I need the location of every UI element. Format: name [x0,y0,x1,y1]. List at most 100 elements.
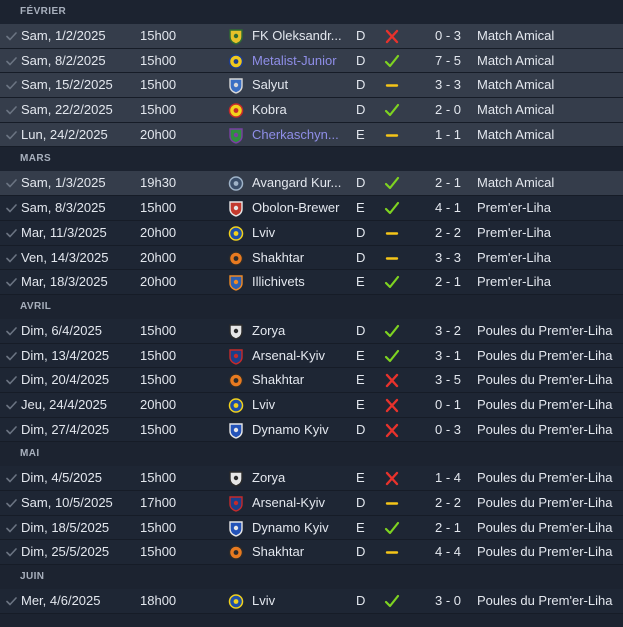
match-score[interactable]: 2 - 1 [434,175,461,191]
opponent-name[interactable]: Shakhtar [252,372,305,388]
month-header: MARS [0,147,623,172]
opponent-name[interactable]: Avangard Kur... [252,175,342,191]
checkmark-icon [6,368,18,392]
match-time: 20h00 [140,249,177,265]
match-venue: D [356,77,366,93]
loss-cross-icon [384,24,400,48]
match-score[interactable]: 2 - 1 [434,519,461,535]
match-venue: E [356,274,365,290]
opponent-name[interactable]: Zorya [252,322,286,338]
match-venue: D [356,495,366,510]
competition-name: Prem'er-Liha [477,200,552,216]
crest-shakhtar-icon [228,368,244,392]
win-check-icon [384,49,400,73]
opponent-name[interactable]: Shakhtar [252,544,305,560]
match-row[interactable]: Mer, 4/6/2025 18h00 Lviv D 3 - 0 Poules du Pr… [0,589,623,614]
crest-arsenal-kyiv-icon [228,344,244,368]
opponent-name[interactable]: Dynamo Kyiv [252,519,329,535]
match-row[interactable]: Dim, 18/5/2025 15h00 Dynamo Kyiv E 2 - 1 Poul… [0,515,623,541]
match-row[interactable]: Jeu, 24/4/2025 20h00 Lviv E 0 - 1 Poules du P… [0,392,623,418]
match-date: Sam, 15/2/2025 [21,77,113,93]
match-score[interactable]: 3 - 0 [434,593,461,609]
match-row[interactable]: Dim, 27/4/2025 15h00 Dynamo Kyiv D 0 - 3 Poul… [0,417,623,443]
win-check-icon [384,344,400,368]
match-score[interactable]: 2 - 0 [434,102,461,118]
match-score[interactable]: 1 - 4 [434,470,461,486]
win-check-icon [384,319,400,343]
checkmark-icon [6,171,18,195]
opponent-name[interactable]: Lviv [252,593,276,609]
opponent-name[interactable]: Obolon-Brewer [252,200,340,216]
match-score[interactable]: 4 - 1 [434,200,461,216]
checkmark-icon [6,418,18,442]
month-header: JUIN [0,565,623,590]
opponent-name[interactable]: FK Oleksandr... [252,28,342,43]
match-score[interactable]: 3 - 3 [434,249,461,265]
opponent-name[interactable]: Kobra [252,102,287,118]
opponent-name[interactable]: Illichivets [252,274,305,290]
match-score[interactable]: 3 - 2 [434,322,461,338]
match-date: Ven, 14/3/2025 [21,249,109,265]
opponent-name[interactable]: Arsenal-Kyiv [252,495,325,510]
match-score[interactable]: 0 - 3 [434,421,461,437]
match-row[interactable]: Sam, 1/2/2025 15h00 FK Oleksandr... D 0 - 3 M… [0,24,623,49]
match-score[interactable]: 2 - 2 [434,495,461,510]
match-score[interactable]: 7 - 5 [434,52,461,68]
match-row[interactable]: Ven, 14/3/2025 20h00 Shakhtar D 3 - 3 Prem'er… [0,245,623,271]
match-venue: E [356,200,365,216]
match-date: Dim, 27/4/2025 [21,421,110,437]
match-score[interactable]: 0 - 1 [434,396,461,412]
match-row[interactable]: Sam, 8/3/2025 15h00 Obolon-Brewer E 4 - 1 Pre… [0,196,623,221]
match-time: 15h00 [140,77,177,93]
match-row[interactable]: Mar, 18/3/2025 20h00 Illichivets E 2 - 1 Prem… [0,270,623,295]
match-score[interactable]: 3 - 3 [434,77,461,93]
match-score[interactable]: 2 - 2 [434,224,461,240]
match-date: Mar, 18/3/2025 [21,274,108,290]
competition-name: Prem'er-Liha [477,224,552,240]
match-row[interactable]: Sam, 1/3/2025 19h30 Avangard Kur... D 2 - 1 M… [0,171,623,197]
match-row[interactable]: Dim, 20/4/2025 15h00 Shakhtar E 3 - 5 Poules … [0,368,623,393]
crest-dynamo-kyiv-icon [228,516,244,540]
match-score[interactable]: 1 - 1 [434,126,461,142]
opponent-name[interactable]: Shakhtar [252,249,305,265]
opponent-name[interactable]: Salyut [252,77,289,93]
loss-cross-icon [384,368,400,392]
opponent-name[interactable]: Dynamo Kyiv [252,421,329,437]
match-row[interactable]: Sam, 22/2/2025 15h00 Kobra D 2 - 0 Match Amic… [0,98,623,123]
match-score[interactable]: 4 - 4 [434,544,461,560]
match-row[interactable]: Sam, 10/5/2025 17h00 Arsenal-Kyiv D 2 - 2 Pou… [0,491,623,516]
match-row[interactable]: Dim, 4/5/2025 15h00 Zorya E 1 - 4 Poules du P… [0,466,623,491]
match-score[interactable]: 0 - 3 [434,28,461,43]
match-score[interactable]: 3 - 5 [434,372,461,388]
match-row[interactable]: Sam, 15/2/2025 15h00 Salyut D 3 - 3 Match Ami… [0,73,623,99]
match-row[interactable]: Lun, 24/2/2025 20h00 Cherkaschyn... E 1 - 1 M… [0,122,623,148]
opponent-name[interactable]: Lviv [252,396,276,412]
match-date: Mar, 11/3/2025 [21,224,107,240]
match-venue: E [356,347,365,363]
competition-name: Poules du Prem'er-Liha [477,519,613,535]
win-check-icon [384,589,400,613]
match-date: Dim, 18/5/2025 [21,519,110,535]
opponent-name[interactable]: Cherkaschyn... [252,126,339,142]
match-row[interactable]: Dim, 25/5/2025 15h00 Shakhtar D 4 - 4 Poules … [0,540,623,566]
opponent-name[interactable]: Zorya [252,470,286,486]
match-row[interactable]: Dim, 6/4/2025 15h00 Zorya D 3 - 2 Poules du P… [0,318,623,344]
checkmark-icon [6,319,18,343]
crest-obolon-icon [228,196,244,220]
match-score[interactable]: 2 - 1 [434,274,461,290]
draw-dash-icon [384,221,400,245]
opponent-name[interactable]: Arsenal-Kyiv [252,347,325,363]
opponent-name[interactable]: Metalist-Junior [252,52,337,68]
crest-illichivets-icon [228,270,244,294]
opponent-name[interactable]: Lviv [252,224,276,240]
match-row[interactable]: Dim, 13/4/2025 15h00 Arsenal-Kyiv E 3 - 1 Pou… [0,343,623,369]
crest-cherkashchyna-icon [228,123,244,147]
match-row[interactable]: Mar, 11/3/2025 20h00 Lviv D 2 - 2 Prem'er-Lih… [0,220,623,246]
match-time: 20h00 [140,274,177,290]
checkmark-icon [6,123,18,147]
match-score[interactable]: 3 - 1 [434,347,461,363]
match-row[interactable]: Sam, 8/2/2025 15h00 Metalist-Junior D 7 - 5 M… [0,48,623,74]
checkmark-icon [6,73,18,97]
crest-kobra-icon [228,98,244,122]
match-date: Dim, 25/5/2025 [21,544,110,560]
